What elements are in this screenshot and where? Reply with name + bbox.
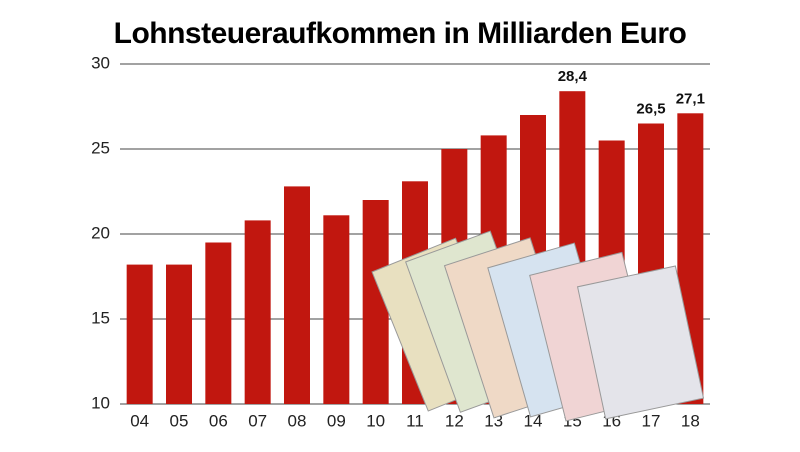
bar	[244, 220, 271, 404]
y-tick-label: 15	[91, 308, 110, 327]
value-label: 28,4	[558, 68, 588, 85]
bar	[284, 186, 310, 404]
bar	[126, 264, 153, 404]
x-tick-label: 10	[366, 411, 385, 430]
y-tick-label: 30	[91, 53, 110, 72]
x-tick-label: 14	[524, 411, 543, 430]
banknotes-illustration	[371, 230, 705, 422]
value-label: 26,5	[636, 100, 665, 117]
bar	[323, 215, 350, 404]
y-tick-label: 25	[91, 138, 110, 157]
y-tick-label: 10	[91, 393, 110, 412]
x-tick-label: 08	[288, 411, 307, 430]
x-tick-label: 11	[406, 411, 424, 430]
x-tick-label: 06	[209, 411, 228, 430]
note	[576, 265, 705, 420]
x-tick-label: 07	[248, 411, 267, 430]
x-tick-label: 12	[445, 411, 464, 430]
x-tick-label: 17	[642, 411, 661, 430]
value-label: 27,1	[676, 90, 705, 107]
x-tick-label: 09	[327, 411, 346, 430]
x-tick-label: 04	[130, 411, 149, 430]
bar	[205, 242, 232, 404]
bar	[166, 264, 192, 404]
x-tick-label: 05	[170, 411, 189, 430]
y-tick-label: 20	[91, 223, 110, 242]
x-tick-label: 18	[681, 411, 700, 430]
chart-title: Lohnsteueraufkommen in Milliarden Euro	[114, 17, 687, 50]
